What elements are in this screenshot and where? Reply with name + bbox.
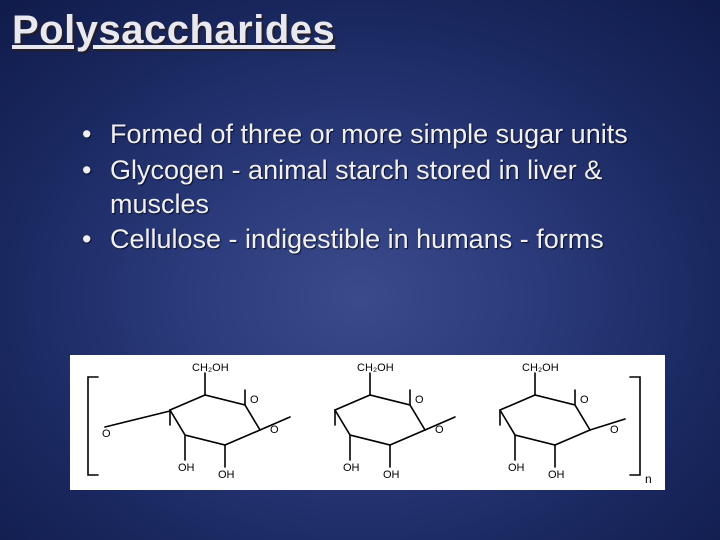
bullet-list: Formed of three or more simple sugar uni…: [82, 118, 682, 259]
n-subscript: n: [645, 472, 652, 486]
oh-label: OH: [218, 469, 235, 481]
o-label: O: [435, 424, 444, 436]
cellulose-diagram: CH₂OH O OH OH O CH₂OH O OH OH O CH₂OH O …: [70, 355, 665, 490]
bullet-item: Glycogen - animal starch stored in liver…: [82, 154, 682, 222]
chemical-structure: CH₂OH O OH OH O CH₂OH O OH OH O CH₂OH O …: [70, 355, 665, 490]
o-label: O: [415, 394, 424, 406]
bullet-item: Formed of three or more simple sugar uni…: [82, 118, 682, 152]
oh-label: OH: [548, 469, 565, 481]
ch2oh-label: CH₂OH: [192, 362, 229, 374]
o-label: O: [610, 424, 619, 436]
oh-label: OH: [178, 462, 195, 474]
bullet-item: Cellulose - indigestible in humans - for…: [82, 223, 682, 257]
ch2oh-label: CH₂OH: [357, 362, 394, 374]
o-label: O: [250, 394, 259, 406]
oh-label: OH: [343, 462, 360, 474]
slide-title: Polysaccharides: [12, 8, 335, 53]
ch2oh-label: CH₂OH: [522, 362, 559, 374]
slide-container: Polysaccharides Formed of three or more …: [0, 0, 720, 540]
oh-label: OH: [383, 469, 400, 481]
o-label: O: [580, 394, 589, 406]
oh-label: OH: [508, 462, 525, 474]
o-label: O: [270, 424, 279, 436]
o-label: O: [102, 428, 111, 440]
